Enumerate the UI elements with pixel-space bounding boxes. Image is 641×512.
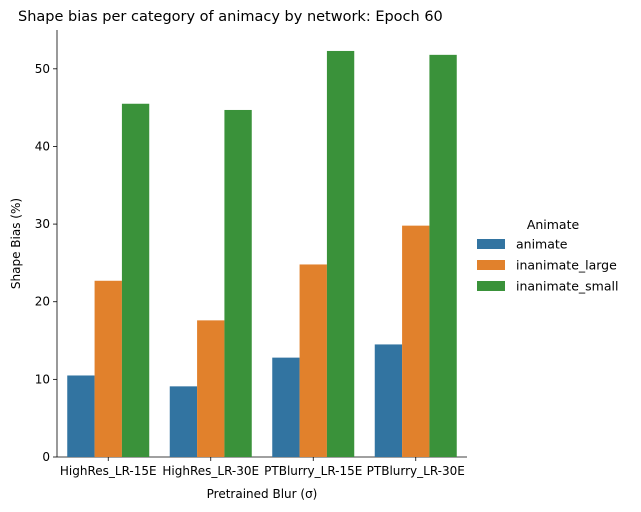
bars [67, 50, 457, 458]
legend-label-inanimate_small: inanimate_small [516, 279, 618, 294]
y-tick-label: 0 [42, 450, 50, 464]
legend-swatch-inanimate_large [477, 260, 505, 270]
bar-animate-2 [169, 386, 198, 457]
legend-label-inanimate_large: inanimate_large [516, 258, 617, 273]
bar-animate-4 [374, 344, 403, 457]
y-tick-label: 10 [35, 372, 50, 386]
legend-swatch-inanimate_small [477, 281, 505, 291]
legend-title: Animate [527, 217, 580, 232]
y-tick-label: 20 [35, 295, 50, 309]
legend: Animate animate inanimate_large inanimate_… [477, 217, 618, 294]
y-tick-label: 30 [35, 217, 50, 231]
bar-inanimate_small-4 [429, 54, 457, 458]
legend-swatch-animate [477, 239, 505, 249]
bar-inanimate_large-2 [197, 320, 225, 457]
bar-inanimate_large-4 [402, 225, 430, 457]
x-tick-label: PTBlurry_LR-15E [264, 464, 362, 478]
y-axis-label: Shape Bias (%) [9, 198, 23, 289]
y-tick-label: 50 [35, 62, 50, 76]
bar-inanimate_large-3 [299, 264, 327, 457]
axes: 0 10 20 30 40 50 HighRes_LR-15E HighRes_LR-30E P… [35, 30, 467, 478]
chart-title: Shape bias per category of animacy by ne… [18, 9, 443, 25]
y-tick-label: 40 [35, 139, 50, 153]
bar-animate-1 [67, 375, 95, 457]
x-axis-label: Pretrained Blur (σ) [207, 487, 318, 501]
bar-animate-3 [272, 357, 300, 457]
x-tick-label: PTBlurry_LR-30E [367, 464, 465, 478]
legend-label-animate: animate [516, 237, 568, 252]
x-tick-label: HighRes_LR-30E [162, 464, 259, 478]
x-tick-label: HighRes_LR-15E [60, 464, 157, 478]
bar-inanimate_large-1 [94, 280, 122, 457]
bar-inanimate_small-3 [326, 50, 355, 457]
bar-inanimate_small-2 [224, 109, 252, 457]
bar-inanimate_small-1 [121, 103, 150, 457]
